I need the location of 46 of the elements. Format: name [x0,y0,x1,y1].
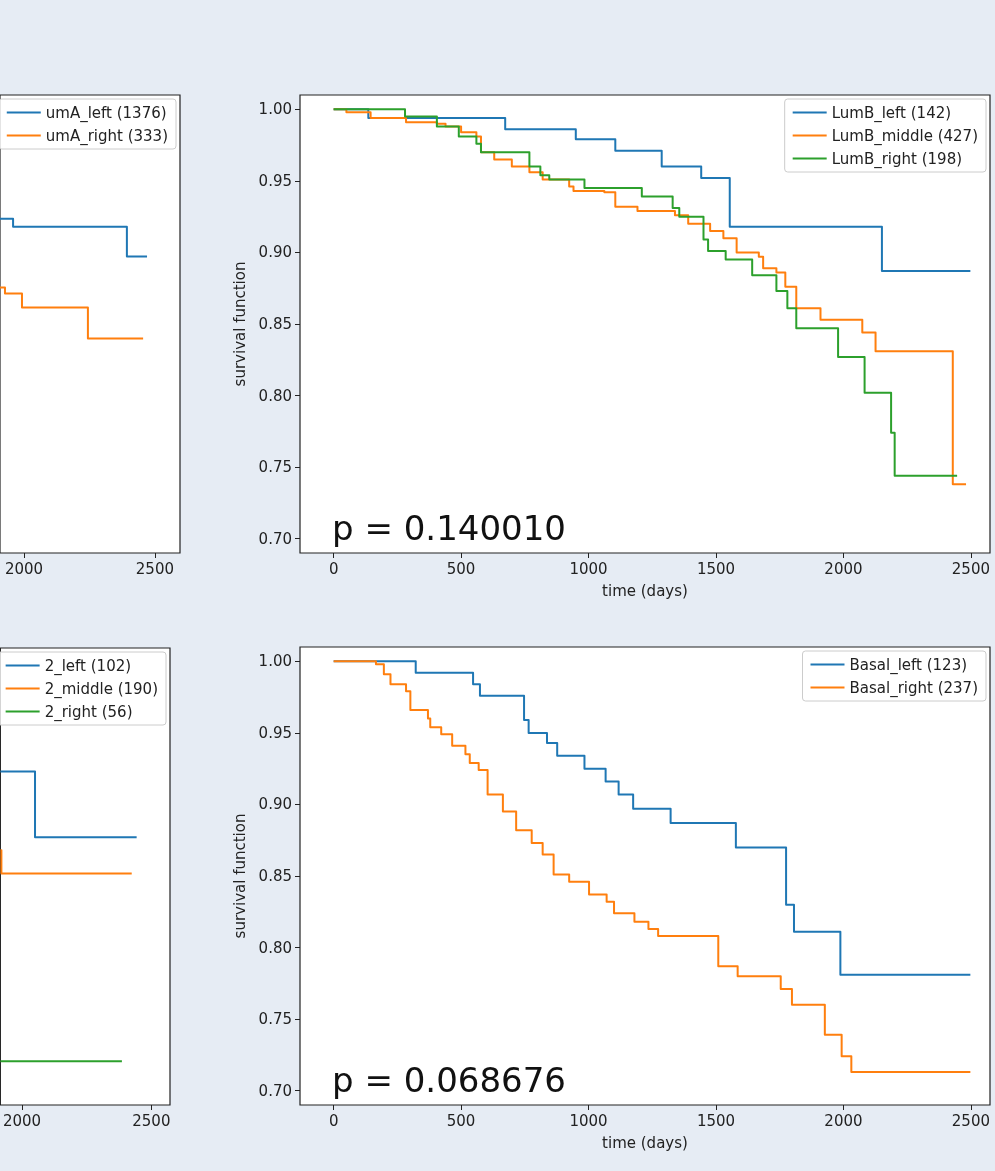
x-tick-label: 2500 [951,1111,990,1130]
x-axis-title: time (days) [602,581,688,600]
x-tick-label: 2000 [824,559,863,578]
x-tick-label: 1500 [696,1111,736,1130]
legend-label: LumB_right (198) [831,149,963,169]
x-tick-label: 2500 [135,559,174,578]
x-tick-label: 0 [328,559,339,578]
x-tick-label: 0 [328,1111,339,1130]
y-tick-label: 1.00 [258,100,292,119]
y-tick-label: 0.90 [258,795,292,814]
y-tick-label: 0.85 [258,315,292,333]
y-axis-title: survival function [231,261,250,387]
x-tick-label: 2500 [951,559,990,578]
y-tick-label: 1.00 [258,652,292,671]
y-tick-label: 0.80 [258,938,292,957]
y-tick-label: 0.70 [258,529,292,548]
annotation: p = 0.068676 [332,1060,566,1100]
x-tick-label: 500 [446,559,476,578]
annotation: p = 0.140010 [332,508,566,548]
y-tick-label: 0.90 [258,243,292,262]
y-axis-title: survival function [231,813,250,939]
legend-label: umA_right (333) [45,126,169,146]
x-tick-label: 2000 [2,1111,42,1130]
x-axis-title: time (days) [602,1133,688,1152]
y-tick-label: 0.80 [258,386,292,405]
x-tick-label: 1000 [569,559,608,578]
legend-label: LumB_middle (427) [831,126,978,146]
x-tick-label: 1000 [569,1111,608,1130]
legend-label: 2_middle (190) [44,679,159,699]
y-tick-label: 0.75 [258,458,292,477]
x-tick-label: 500 [446,1111,476,1130]
legend-label: umA_left (1376) [45,103,167,123]
legend-label: 2_right (56) [44,702,133,722]
x-tick-label: 2000 [824,1111,863,1130]
y-tick-label: 0.85 [258,867,292,885]
legend-label: LumB_left (142) [831,103,952,123]
y-tick-label: 0.70 [258,1081,292,1100]
legend-label: 2_left (102) [44,656,132,676]
legend-label: Basal_right (237) [849,678,979,698]
y-tick-label: 0.95 [258,723,292,742]
legend-label: Basal_left (123) [849,655,968,675]
y-tick-label: 0.95 [258,171,292,190]
y-tick-label: 0.75 [258,1010,292,1029]
x-tick-label: 2500 [132,1111,171,1130]
x-tick-label: 2000 [4,559,44,578]
x-tick-label: 1500 [696,559,736,578]
